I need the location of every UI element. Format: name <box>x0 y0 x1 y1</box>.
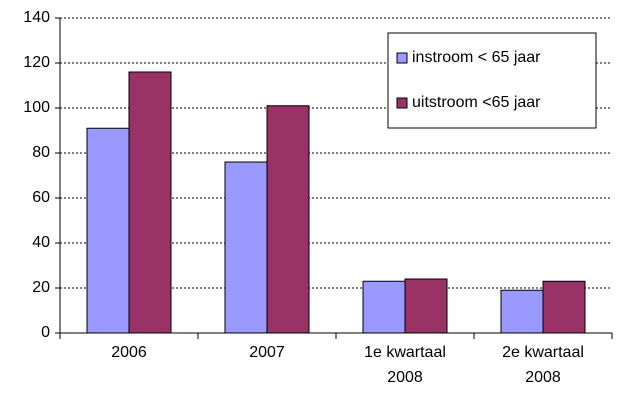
x-tick-label: 2007 <box>249 344 285 361</box>
y-tick-label: 120 <box>23 54 50 71</box>
y-tick-label: 80 <box>32 144 50 161</box>
legend-swatch <box>396 97 408 109</box>
bar <box>404 278 448 334</box>
y-tick-label: 0 <box>41 324 50 341</box>
bar <box>362 280 406 334</box>
bar <box>86 127 130 334</box>
bar <box>542 280 586 334</box>
y-tick-label: 20 <box>32 279 50 296</box>
bar <box>224 161 268 334</box>
y-tick-label: 140 <box>23 9 50 26</box>
x-tick-label: 2e kwartaal 2008 <box>502 344 584 386</box>
x-tick-label: 2006 <box>111 344 147 361</box>
y-tick-label: 60 <box>32 189 50 206</box>
bar <box>500 289 544 334</box>
bar <box>266 105 310 334</box>
y-tick-label: 40 <box>32 234 50 251</box>
legend-label: uitstroom <65 jaar <box>412 94 541 111</box>
bar <box>128 71 172 334</box>
x-tick-label: 1e kwartaal 2008 <box>364 344 446 386</box>
legend-box <box>387 32 597 129</box>
y-tick-label: 100 <box>23 99 50 116</box>
legend-swatch <box>396 52 408 64</box>
legend-label: instroom < 65 jaar <box>412 49 541 66</box>
